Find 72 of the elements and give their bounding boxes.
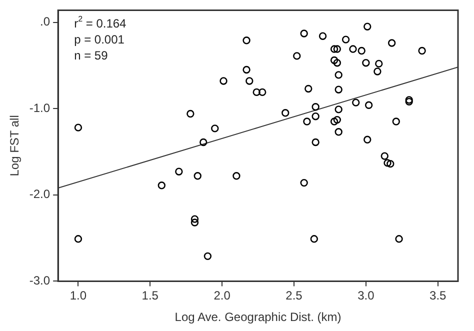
point — [392, 118, 400, 126]
annotation: p = 0.001 — [74, 32, 125, 47]
point — [333, 116, 342, 124]
point — [232, 172, 240, 180]
point — [312, 112, 320, 120]
point — [200, 138, 208, 146]
point — [384, 159, 392, 167]
point — [293, 52, 301, 60]
point — [405, 96, 413, 104]
x-tick-label: 1.5 — [142, 288, 159, 303]
x-tick-label: 2.5 — [286, 288, 303, 303]
y-axis-title: Log FST all — [8, 115, 22, 176]
y-tick-label: -3.0 — [29, 274, 50, 288]
point — [190, 215, 199, 223]
point — [364, 136, 372, 144]
x-tick-label: 1.0 — [70, 288, 87, 303]
point — [300, 178, 308, 187]
x-tick-label: 2.0 — [214, 288, 231, 303]
point — [330, 45, 338, 53]
point — [220, 77, 228, 85]
point — [334, 128, 342, 136]
point — [252, 88, 260, 96]
point — [312, 138, 320, 146]
point — [405, 98, 413, 106]
point — [334, 106, 342, 114]
point — [310, 235, 318, 243]
point — [303, 118, 311, 126]
point — [380, 152, 388, 160]
point — [334, 71, 342, 79]
point — [333, 45, 342, 53]
point — [333, 58, 342, 67]
point — [312, 103, 320, 111]
point — [364, 22, 372, 30]
point — [388, 39, 396, 47]
point — [194, 172, 202, 180]
x-tick-label: 3.5 — [430, 288, 447, 303]
point — [246, 77, 254, 85]
point — [74, 235, 82, 243]
point — [304, 84, 312, 93]
point — [349, 45, 357, 53]
point — [242, 66, 250, 74]
y-tick-label: -1.0 — [29, 100, 50, 115]
point — [358, 46, 366, 55]
point — [362, 58, 370, 67]
y-tick-label: -2.0 — [29, 187, 50, 202]
point — [300, 30, 308, 38]
point — [352, 98, 360, 106]
point — [334, 86, 342, 94]
point — [418, 46, 426, 55]
point — [374, 68, 382, 76]
point — [204, 252, 212, 260]
point — [242, 36, 250, 44]
point — [175, 168, 183, 176]
annotation: n = 59 — [74, 48, 108, 63]
point — [318, 32, 327, 40]
x-tick-label: 3.0 — [358, 288, 375, 303]
point — [186, 110, 194, 118]
x-axis-title: Log Ave. Geographic Dist. (km) — [174, 310, 342, 324]
point — [258, 88, 266, 96]
point — [375, 60, 383, 68]
point — [74, 124, 82, 132]
point — [342, 36, 350, 44]
point — [211, 124, 219, 132]
point — [158, 182, 166, 190]
point — [395, 235, 403, 243]
point — [282, 109, 290, 117]
y-tick-label: .0 — [40, 14, 50, 29]
point — [330, 118, 338, 126]
point — [190, 218, 199, 226]
point — [364, 101, 373, 109]
point — [386, 160, 394, 168]
point — [330, 56, 338, 64]
